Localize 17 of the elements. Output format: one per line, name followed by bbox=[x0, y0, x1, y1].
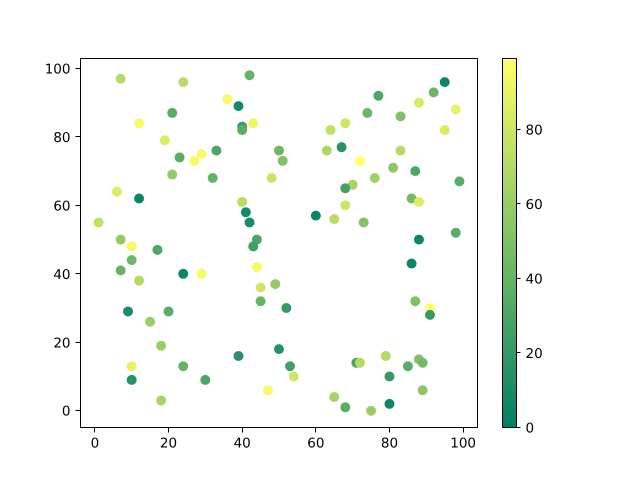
color-bar-label: 40 bbox=[526, 271, 543, 288]
x-tick-label: 0 bbox=[90, 436, 100, 452]
color-bar-label: 20 bbox=[526, 346, 543, 362]
y-tick-label: 0 bbox=[62, 404, 71, 420]
x-tick-label: 20 bbox=[160, 436, 178, 452]
y-tick-label: 100 bbox=[44, 61, 71, 78]
y-tick-label: 40 bbox=[53, 266, 71, 283]
color-bar-label: 80 bbox=[526, 122, 543, 138]
x-tick-label: 60 bbox=[307, 436, 324, 452]
x-tick-label: 80 bbox=[380, 436, 398, 452]
y-tick-label: 20 bbox=[53, 335, 71, 352]
color-bar-label: 60 bbox=[526, 196, 543, 213]
x-tick-label: 40 bbox=[234, 436, 251, 452]
color-bar-label: 0 bbox=[526, 420, 534, 436]
x-tick-label: 100 bbox=[450, 436, 476, 452]
y-tick-label: 80 bbox=[53, 130, 71, 146]
y-tick-label: 60 bbox=[53, 198, 71, 214]
